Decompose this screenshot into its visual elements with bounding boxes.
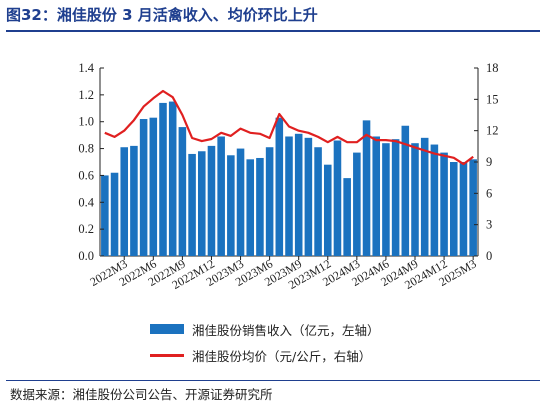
revenue-bar [265, 147, 274, 256]
price-series-line [104, 89, 474, 166]
right-axis-ticks: 0 3 6 9 12 15 18 [474, 61, 499, 263]
revenue-bar [294, 133, 303, 256]
revenue-bar [159, 102, 167, 257]
right-tick-label: 12 [486, 124, 499, 138]
revenue-bar [420, 137, 429, 256]
revenue-bar [469, 159, 477, 256]
source-note: 数据来源：湘佳股份公司公告、开源证券研究所 [10, 387, 273, 402]
left-tick-label: 0.0 [78, 249, 94, 263]
revenue-bar [285, 136, 293, 256]
left-tick-label: 0.4 [78, 195, 94, 209]
revenue-bar [391, 139, 400, 256]
right-tick-label: 18 [486, 61, 499, 75]
revenue-bar [401, 125, 410, 256]
legend-label-revenue: 湘佳股份销售收入（亿元，左轴） [192, 322, 380, 338]
revenue-bar [236, 148, 245, 256]
left-tick-label: 0.6 [78, 168, 94, 182]
chart-legend: 湘佳股份销售收入（亿元，左轴） 湘佳股份均价（元/公斤，右轴） [150, 318, 380, 370]
right-tick-label: 9 [486, 155, 492, 169]
revenue-bar [362, 120, 371, 256]
left-tick-label: 0.2 [78, 222, 94, 236]
revenue-bar [256, 157, 264, 256]
revenue-bar [323, 164, 332, 256]
left-axis-ticks: 0.0 0.2 0.4 0.6 0.8 1.0 1.2 1.4 [78, 61, 104, 263]
revenue-bar [343, 178, 351, 256]
legend-line-swatch [150, 353, 184, 357]
right-tick-label: 6 [486, 186, 492, 200]
revenue-bar [246, 159, 255, 256]
revenue-bar [382, 143, 390, 256]
revenue-bar [353, 152, 361, 256]
right-tick-label: 15 [486, 92, 499, 106]
legend-label-price: 湘佳股份均价（元/公斤，右轴） [192, 348, 372, 364]
right-tick-label: 3 [486, 218, 492, 232]
left-tick-label: 1.2 [78, 88, 94, 102]
revenue-bar [168, 101, 177, 256]
revenue-bar [304, 137, 313, 256]
revenue-bar [207, 145, 216, 256]
left-tick-label: 1.4 [78, 61, 94, 75]
revenue-bar [411, 143, 419, 256]
legend-item-price: 湘佳股份均价（元/公斤，右轴） [150, 344, 380, 366]
revenue-bar [149, 117, 158, 256]
title-divider [6, 30, 540, 32]
x-axis-ticks: 2022M32022M62022M92022M122023M32023M6202… [88, 256, 479, 292]
revenue-bar [275, 117, 284, 256]
left-tick-label: 1.0 [78, 115, 94, 129]
revenue-bar [120, 147, 129, 256]
revenue-bar [101, 175, 109, 256]
revenue-bar [333, 140, 342, 256]
revenue-bar [188, 153, 196, 256]
revenue-bar [227, 155, 235, 256]
combo-chart: 0.0 0.2 0.4 0.6 0.8 1.0 1.2 1.4 0 3 6 9 12 15 18 2022… [78, 61, 499, 292]
revenue-bar [449, 162, 458, 256]
right-tick-label: 0 [486, 249, 492, 263]
revenue-bar [130, 145, 138, 256]
source-divider [6, 380, 540, 381]
legend-bar-swatch [150, 324, 184, 334]
revenue-bar [430, 144, 439, 256]
chart-title: 图32：湘佳股份 3 月活禽收入、均价环比上升 [6, 6, 318, 24]
revenue-bar [110, 172, 119, 256]
revenue-bars [101, 101, 477, 257]
left-tick-label: 0.8 [78, 142, 94, 156]
legend-item-revenue: 湘佳股份销售收入（亿元，左轴） [150, 318, 380, 340]
revenue-bar [440, 152, 448, 256]
revenue-bar [139, 119, 148, 257]
revenue-bar [217, 136, 225, 256]
revenue-bar [314, 147, 322, 256]
revenue-bar [459, 162, 468, 256]
revenue-bar [372, 136, 381, 256]
revenue-bar [197, 151, 206, 256]
price-line [104, 89, 474, 166]
revenue-bar [178, 127, 187, 256]
